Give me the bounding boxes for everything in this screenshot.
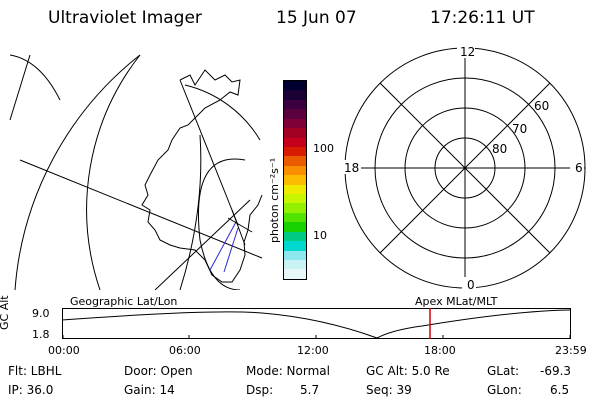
lat-circle-mid [9, 54, 61, 101]
lat-circle-outer [14, 54, 141, 290]
lat-label-70: 70 [512, 122, 527, 136]
colorbar-segment [284, 222, 306, 232]
glon-value: 6.5 [550, 383, 570, 397]
colorbar-segment [284, 128, 306, 138]
time-label: 17:26:11 UT [430, 8, 535, 28]
glon-label: GLon: [487, 383, 522, 397]
dsp-value: 5.7 [300, 383, 320, 397]
lat-circle-inner [86, 54, 141, 290]
gc-alt-readout: GC Alt: 5.0 Re [366, 364, 450, 378]
app-title: Ultraviolet Imager [48, 8, 202, 28]
colorbar-segment [284, 99, 306, 110]
colorbar-segment [284, 137, 306, 147]
colorbar-tick-100: 100 [313, 142, 334, 155]
colorbar-segment [284, 212, 306, 223]
mlt-label-6: 6 [575, 161, 583, 175]
seq-readout: Seq: 39 [366, 383, 412, 397]
colorbar-segment [284, 250, 306, 261]
colorbar-segment [284, 203, 306, 213]
colorbar-segment [284, 269, 306, 279]
date-label: 15 Jun 07 [276, 8, 357, 28]
colorbar-segment [284, 90, 306, 100]
colorbar-segment [284, 231, 306, 242]
time-tick-06: 06:00 [169, 344, 201, 357]
time-tick-18: 18:00 [424, 344, 456, 357]
colorbar-segment [284, 81, 306, 91]
polar-grid: 12 6 18 0 60 70 80 [341, 45, 586, 292]
gain-readout: Gain: 14 [124, 383, 175, 397]
colorbar [283, 80, 307, 280]
altitude-tick-high: 9.0 [32, 307, 50, 320]
mlt-label-0: 0 [467, 278, 475, 292]
meridian-line [19, 159, 263, 259]
time-tick-00: 00:00 [48, 344, 80, 357]
altitude-plot [62, 308, 571, 339]
spacecraft-track-2 [223, 227, 239, 273]
time-tick-2359: 23:59 [555, 344, 587, 357]
long-line [179, 79, 239, 226]
lat-label-60: 60 [534, 99, 549, 113]
mlt-label-12: 12 [460, 45, 475, 59]
mlt-label-18: 18 [344, 161, 359, 175]
spacecraft-track-1 [209, 221, 237, 271]
apex-caption: Apex MLat/MLT [415, 295, 498, 308]
colorbar-label: photon cm⁻²s⁻¹ [268, 157, 281, 243]
altitude-plot-frame [62, 308, 571, 339]
mode-readout: Mode: Normal [246, 364, 330, 378]
lat-label-80: 80 [492, 142, 507, 156]
lon-line-1 [9, 54, 31, 121]
colorbar-segment [284, 118, 306, 129]
colorbar-tick-10: 10 [313, 229, 327, 242]
dsp-label: Dsp: [246, 383, 274, 397]
colorbar-segment [284, 194, 306, 204]
colorbar-segment [284, 165, 306, 176]
ip-readout: IP: 36.0 [8, 383, 54, 397]
colorbar-segment [284, 184, 306, 195]
colorbar-segment [284, 156, 306, 166]
lon-line-2 [179, 134, 202, 290]
colorbar-segment [284, 241, 306, 251]
coastline [141, 69, 263, 283]
door-readout: Door: Open [124, 364, 193, 378]
colorbar-segment [284, 109, 306, 119]
colorbar-segment [284, 175, 306, 185]
geographic-caption: Geographic Lat/Lon [70, 295, 178, 308]
altitude-axis-label: GC Alt [0, 295, 11, 330]
polar-diag-2 [379, 82, 551, 254]
glat-value: -69.3 [540, 364, 572, 378]
time-tick-12: 12:00 [297, 344, 329, 357]
geographic-map [9, 54, 263, 290]
colorbar-segment [284, 146, 306, 157]
ellipse-track [197, 158, 246, 290]
altitude-curve [62, 309, 571, 339]
limb-arc [184, 84, 261, 141]
glat-label: GLat: [487, 364, 520, 378]
colorbar-segment [284, 260, 306, 270]
altitude-tick-low: 1.8 [32, 328, 50, 341]
filter-readout: Flt: LBHL [8, 364, 62, 378]
